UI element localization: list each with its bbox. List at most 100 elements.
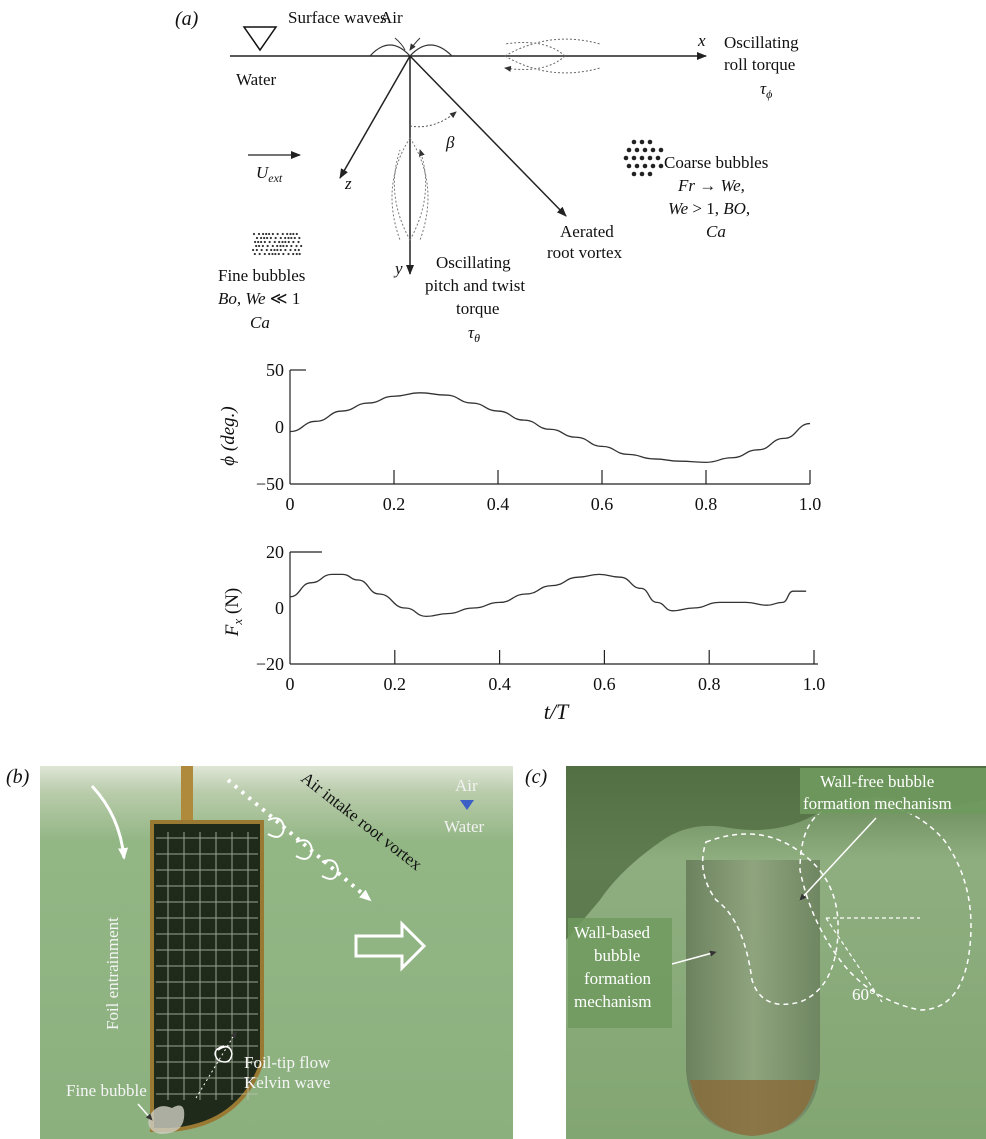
pitch-torque-line2: pitch and twist: [425, 276, 525, 295]
aerated-line2: root vortex: [547, 243, 623, 262]
wall-free-label-bg: [800, 768, 986, 814]
fine-bubbles-icon: [251, 232, 303, 256]
panel-c-foil-tip: [690, 1080, 816, 1136]
roll-oscillation-lobes: [505, 38, 601, 73]
air-label: Air: [380, 8, 403, 27]
fine-bubble-blob: [148, 1105, 185, 1134]
fine-bubble-label: Fine bubble: [66, 1081, 147, 1100]
wall-based-line1: Wall-based: [574, 923, 651, 942]
fx-y-tick-label: 20: [266, 542, 284, 562]
panel-c-foil: [686, 860, 820, 1136]
phi-y-tick-label: 50: [266, 360, 284, 380]
wall-free-line2: formation mechanism: [803, 794, 952, 813]
wall-free-pointer: [799, 817, 877, 901]
u-ext-label: Uext: [256, 163, 283, 185]
wall-based-pointer: [671, 950, 717, 965]
z-axis-label: z: [344, 174, 352, 193]
vortex-axis-line: [409, 55, 567, 217]
beta-arc: [409, 111, 457, 128]
phi-x-tick-label: 0.6: [591, 494, 614, 514]
panel-b-label: (b): [6, 766, 30, 788]
fine-bubbles-line1: Fine bubbles: [218, 266, 305, 285]
fx-x-tick-label: 1.0: [803, 674, 826, 694]
roll-torque-line2: roll torque: [724, 55, 795, 74]
panel-c: (c) 60° Wall-free bubble formation mecha…: [525, 766, 986, 1139]
wall-based-line3: formation: [584, 969, 652, 988]
fx-x-ticks: [394, 650, 815, 664]
phi-x-tick-label: 1.0: [799, 494, 822, 514]
panel-b-water-label: Water: [444, 817, 484, 836]
phi-x-tick-label: 0: [286, 494, 295, 514]
phi-x-ticks: [393, 470, 811, 484]
surface-waves-label: Surface waves: [288, 8, 387, 27]
coarse-bubbles-line2: Fr → We,: [677, 176, 745, 195]
beta-label: β: [445, 133, 455, 152]
fx-x-label: t/T: [544, 699, 570, 724]
phi-x-tick-label: 0.2: [383, 494, 406, 514]
pitch-torque-symbol: τθ: [468, 323, 480, 345]
phi-y-tick-label: −50: [256, 474, 284, 494]
turbulent-surface: [566, 766, 986, 940]
z-axis-line: [339, 55, 411, 179]
foil-grid: [156, 832, 258, 1100]
fx-x-tick-label: 0: [286, 674, 295, 694]
phi-x-tick-label: 0.8: [695, 494, 718, 514]
tip-flow-spiral: [214, 1045, 233, 1063]
panel-a-label: (a): [175, 8, 199, 30]
surface-wave-humps: [369, 44, 453, 57]
panel-c-label: (c): [525, 766, 548, 788]
fx-y-label: Fx (N): [222, 588, 245, 638]
water-level-icon: [242, 26, 278, 52]
fine-bubbles-line2: Bo, We ≪ 1: [218, 289, 300, 308]
water-label: Water: [236, 70, 276, 89]
air-inflow-arrows: [394, 37, 421, 50]
flow-direction-arrow: [354, 920, 427, 972]
fx-x-tick-label: 0.8: [698, 674, 721, 694]
coarse-bubbles-line1: Coarse bubbles: [664, 153, 768, 172]
wall-based-line4: mechanism: [574, 992, 651, 1011]
coarse-bubbles-line3: We > 1, BO,: [668, 199, 750, 218]
fine-bubble-pointer: [137, 1103, 153, 1121]
roll-torque-symbol: τϕ: [760, 79, 772, 101]
coarse-bubbles-line4: Ca: [706, 222, 726, 241]
roll-torque-line1: Oscillating: [724, 33, 799, 52]
fx-x-tick-label: 0.2: [384, 674, 407, 694]
phi-x-tick-label: 0.4: [487, 494, 510, 514]
coarse-bubbles-icon: [623, 139, 664, 177]
panel-a-schematic: (a) Surface waves Air Water x y z β Uext…: [175, 8, 799, 345]
pitch-torque-line1: Oscillating: [436, 253, 511, 272]
aerated-line1: Aerated: [560, 222, 614, 241]
wall-based-line2: bubble: [594, 946, 640, 965]
tip-flow-line1: Foil-tip flow: [244, 1053, 331, 1072]
foil-entrainment-arrow: [90, 784, 129, 860]
angle-line-b: [825, 917, 883, 1003]
wall-free-line1: Wall-free bubble: [820, 772, 934, 791]
y-axis-label: y: [393, 259, 403, 278]
fx-x-tick-label: 0.6: [593, 674, 616, 694]
foil-entrainment-label: Foil entrainment: [103, 917, 122, 1030]
pitch-torque-line3: torque: [456, 299, 499, 318]
panel-b-air-label: Air: [455, 776, 478, 795]
fx-y-tick-label: −20: [256, 654, 284, 674]
panel-b-water-level-icon: [460, 800, 474, 810]
phi-y-tick-label: 0: [275, 417, 284, 437]
foil-mount-rod: [181, 766, 193, 822]
angle-label: 60°: [852, 985, 876, 1004]
fine-bubbles-line3: Ca: [250, 313, 270, 332]
fx-x-tick-label: 0.4: [488, 674, 511, 694]
wall-based-label-bg: [568, 918, 672, 1028]
phi-series-line: [289, 392, 811, 463]
panel-b: (b) Air Water Foil entrainment Air intak…: [6, 766, 513, 1139]
x-axis-label: x: [697, 31, 706, 50]
tip-flow-line2: Kelvin wave: [244, 1073, 330, 1092]
fx-y-tick-label: 0: [275, 598, 284, 618]
pitch-oscillation-lobes: [391, 137, 429, 241]
phi-y-label: ϕ (deg.): [218, 406, 239, 465]
root-vortex-loops: [267, 817, 340, 880]
fx-series-line: [289, 573, 807, 618]
